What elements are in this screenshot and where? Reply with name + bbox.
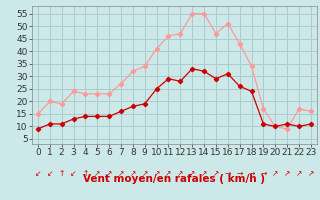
Text: ↗: ↗ (213, 169, 219, 178)
Text: ↙: ↙ (35, 169, 41, 178)
Text: ↗: ↗ (189, 169, 196, 178)
Text: →: → (260, 169, 267, 178)
X-axis label: Vent moyen/en rafales ( km/h ): Vent moyen/en rafales ( km/h ) (84, 174, 265, 184)
Text: ↗: ↗ (153, 169, 160, 178)
Text: ↗: ↗ (130, 169, 136, 178)
Text: ↗: ↗ (165, 169, 172, 178)
Text: →: → (236, 169, 243, 178)
Text: ↙: ↙ (70, 169, 77, 178)
Text: ↗: ↗ (201, 169, 207, 178)
Text: ↗: ↗ (118, 169, 124, 178)
Text: ↗: ↗ (94, 169, 100, 178)
Text: ↗: ↗ (296, 169, 302, 178)
Text: ↙: ↙ (47, 169, 53, 178)
Text: ↗: ↗ (177, 169, 184, 178)
Text: →: → (248, 169, 255, 178)
Text: ↑: ↑ (59, 169, 65, 178)
Text: ↗: ↗ (308, 169, 314, 178)
Text: ↗: ↗ (284, 169, 290, 178)
Text: ↑: ↑ (82, 169, 89, 178)
Text: →: → (225, 169, 231, 178)
Text: ↗: ↗ (141, 169, 148, 178)
Text: ↗: ↗ (106, 169, 112, 178)
Text: ↗: ↗ (272, 169, 278, 178)
